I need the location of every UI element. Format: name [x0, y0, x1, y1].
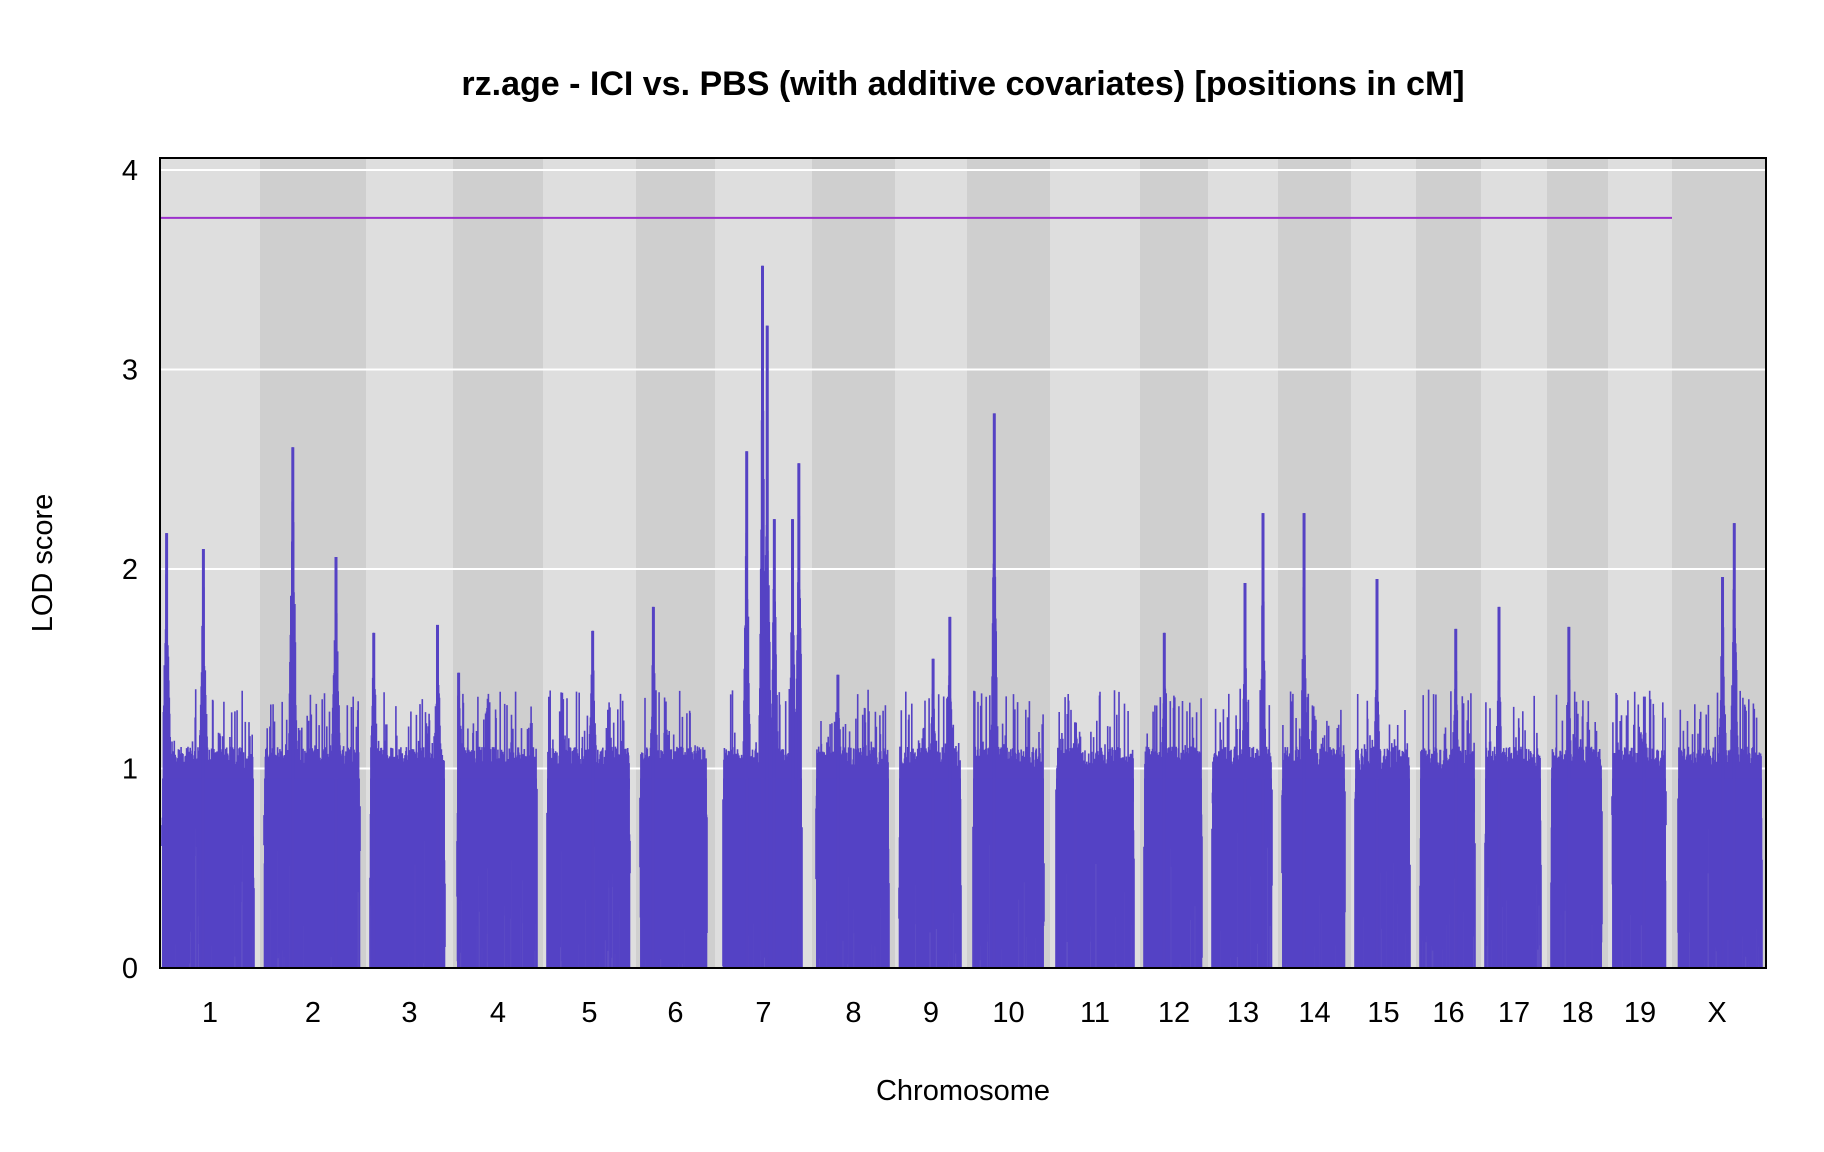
x-tick-label-13: 13 [1227, 997, 1259, 1029]
lod-fill-chr-2 [264, 778, 360, 968]
x-tick-label-5: 5 [581, 997, 597, 1029]
plot-frame [159, 157, 1767, 969]
x-tick-label-9: 9 [923, 997, 939, 1029]
lod-fill-chr-6 [640, 778, 707, 968]
lod-fill-chr-17 [1485, 778, 1541, 968]
lod-fill-chr-X [1678, 778, 1762, 968]
y-tick-label-3: 3 [122, 355, 138, 387]
lod-fill-chr-18 [1551, 778, 1602, 968]
lod-fill-chr-1 [162, 778, 254, 968]
x-tick-label-2: 2 [305, 997, 321, 1029]
x-tick-label-16: 16 [1432, 997, 1464, 1029]
lod-fill-chr-3 [370, 778, 445, 968]
x-tick-label-6: 6 [667, 997, 683, 1029]
lod-fill-chr-12 [1144, 778, 1202, 968]
x-tick-label-7: 7 [755, 997, 771, 1029]
chart-title: rz.age - ICI vs. PBS (with additive cova… [461, 65, 1464, 103]
lod-fill-chr-5 [547, 778, 630, 968]
x-tick-label-11: 11 [1080, 997, 1110, 1029]
y-axis-ticks: 0 1 2 3 4 [122, 155, 138, 985]
x-tick-label-8: 8 [845, 997, 861, 1029]
x-tick-label-10: 10 [992, 997, 1024, 1029]
x-axis-ticks: 1 2 3 4 5 6 7 8 9 10 11 12 13 14 15 16 17 18 19 X [202, 997, 1727, 1029]
x-tick-label-3: 3 [401, 997, 417, 1029]
lod-fill-chr-9 [899, 778, 961, 968]
lod-fill-chr-11 [1056, 778, 1134, 968]
x-tick-label-X: X [1707, 997, 1726, 1029]
lod-traces [161, 265, 1763, 968]
x-tick-label-15: 15 [1367, 997, 1399, 1029]
lod-fill-chr-4 [457, 778, 537, 968]
lod-fill-chr-15 [1355, 778, 1410, 968]
y-tick-label-1: 1 [122, 754, 138, 786]
lod-fill-chr-16 [1420, 778, 1475, 968]
y-tick-label-2: 2 [122, 554, 138, 586]
y-tick-label-0: 0 [122, 953, 138, 985]
lod-fill-chr-19 [1612, 778, 1666, 968]
lod-fill-chr-10 [973, 778, 1044, 968]
x-tick-label-14: 14 [1298, 997, 1330, 1029]
y-tick-label-4: 4 [122, 155, 138, 187]
x-axis-label: Chromosome [876, 1075, 1050, 1107]
x-tick-label-18: 18 [1561, 997, 1593, 1029]
y-axis-label: LOD score [27, 494, 59, 633]
lod-fill-chr-14 [1282, 778, 1345, 968]
x-tick-label-19: 19 [1624, 997, 1656, 1029]
x-tick-label-4: 4 [490, 997, 506, 1029]
x-tick-label-12: 12 [1158, 997, 1190, 1029]
x-tick-label-17: 17 [1498, 997, 1530, 1029]
x-tick-label-1: 1 [202, 997, 218, 1029]
lod-fill-chr-8 [816, 778, 889, 968]
